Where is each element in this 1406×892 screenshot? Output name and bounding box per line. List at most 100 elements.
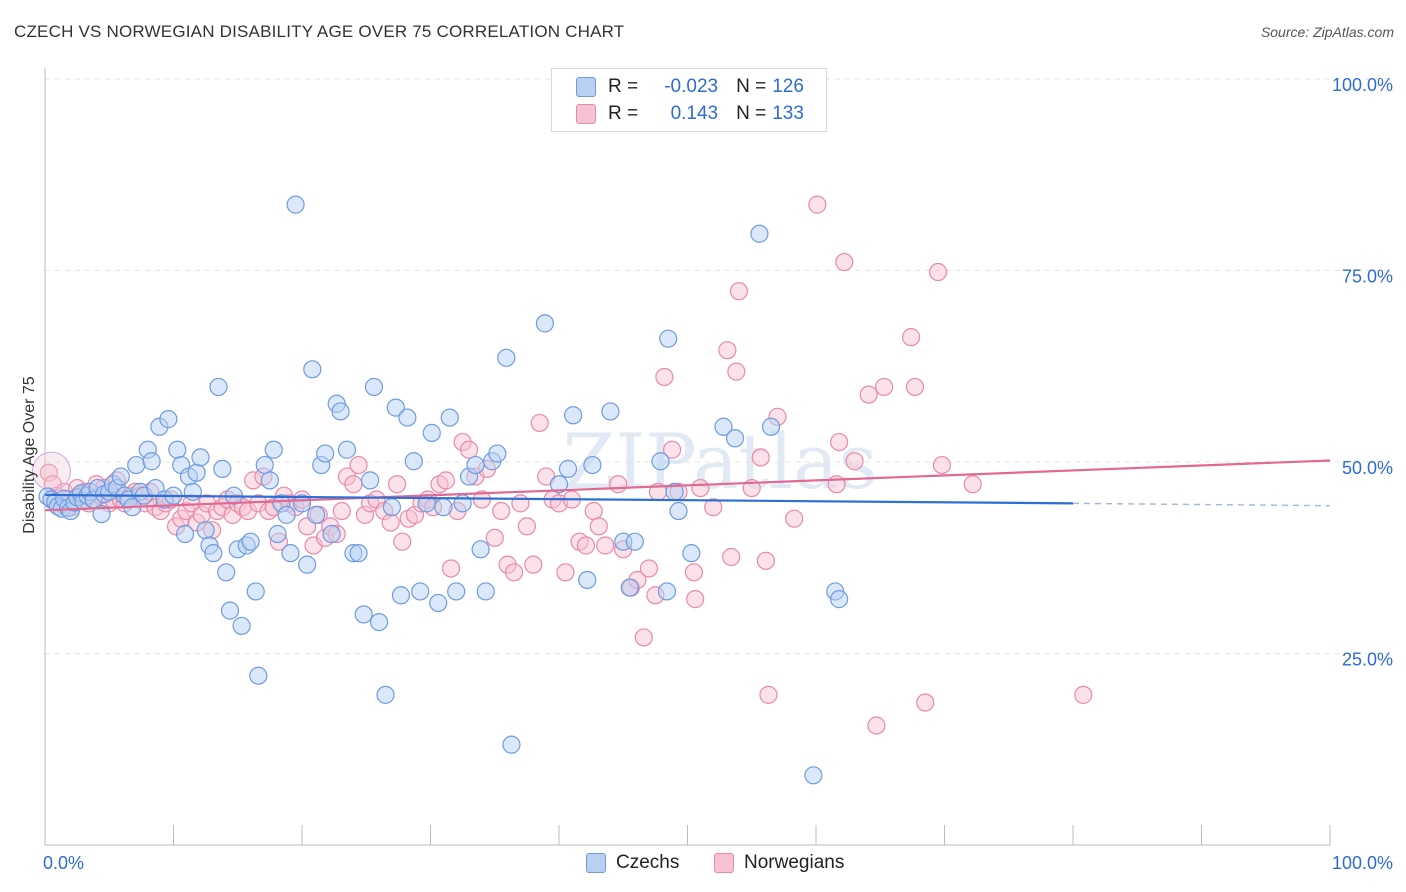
x-tick-label: 100.0% — [1332, 853, 1393, 873]
czechs-point — [168, 440, 187, 459]
czechs-swatch — [586, 853, 606, 873]
norwegians-point — [349, 455, 368, 475]
y-tick-label: 50.0% — [1342, 458, 1393, 478]
legend-label: Norwegians — [744, 852, 845, 873]
czechs-point — [217, 563, 236, 582]
czechs-point — [625, 532, 644, 551]
norwegians-point — [785, 509, 804, 528]
norwegians-point — [596, 536, 615, 555]
norwegians-point — [916, 693, 935, 712]
norwegians-point — [634, 628, 653, 647]
czechs-point — [187, 463, 206, 482]
norwegians-swatch — [714, 853, 734, 873]
czechs-point — [386, 398, 405, 417]
legend-label: Czechs — [616, 852, 680, 873]
czechs-point — [246, 582, 265, 601]
czechs-point — [447, 582, 466, 601]
czechs-point — [422, 423, 441, 442]
czechs-point — [159, 410, 178, 429]
legend-item-norwegians[interactable]: Norwegians — [714, 852, 844, 874]
norwegians-point — [381, 513, 400, 532]
norwegians-point — [905, 377, 925, 397]
r-value: 0.143 — [670, 103, 719, 124]
czechs-points — [38, 195, 849, 785]
series-legend: Czechs Norwegians — [0, 852, 1406, 878]
czechs-point — [337, 440, 357, 459]
legend-row-norwegians: R = 0.143 N = 133 — [576, 103, 804, 125]
czechs-point — [370, 612, 389, 632]
czechs-point — [331, 402, 350, 421]
norwegians-point — [751, 448, 770, 467]
czechs-point — [476, 582, 495, 601]
norwegians-point — [332, 501, 351, 521]
norwegians-point — [31, 451, 72, 491]
czechs-point — [175, 524, 195, 544]
czechs-point — [564, 406, 583, 425]
czechs-point — [682, 544, 701, 563]
norwegians-point — [845, 452, 864, 471]
norwegians-point — [511, 494, 530, 513]
czechs-point — [322, 524, 341, 544]
norwegians-point — [808, 195, 827, 214]
czechs-point — [761, 417, 781, 436]
czechs-point — [191, 448, 210, 467]
czechs-point — [750, 224, 769, 243]
y-tick-label: 25.0% — [1342, 650, 1393, 670]
czechs-point — [249, 666, 268, 685]
norwegians-point — [639, 559, 659, 578]
czechs-point — [497, 348, 516, 367]
norwegians-point — [727, 362, 746, 381]
czechs-point — [434, 498, 453, 517]
czechs-trend-line — [44, 493, 1074, 505]
czechs-point — [307, 505, 326, 524]
r-label: R = — [608, 76, 639, 97]
czechs-point — [204, 544, 223, 563]
czechs-point — [209, 377, 228, 397]
czechs-point — [714, 417, 733, 436]
czechs-point — [659, 329, 678, 348]
czechs-point — [391, 586, 411, 605]
czechs-point — [255, 455, 274, 475]
czechs-point — [830, 590, 849, 609]
norwegians-point — [875, 377, 894, 397]
tick-labels: 25.0% 50.0% 75.0% 100.0% 0.0% 100.0% — [43, 75, 1393, 873]
norwegians-point — [504, 563, 524, 582]
norwegians-point — [393, 532, 412, 551]
czechs-trend-extension — [1072, 502, 1331, 507]
czechs-point — [620, 578, 639, 597]
czechs-point — [601, 402, 620, 421]
czechs-point — [725, 429, 745, 448]
x-tick-label: 0.0% — [43, 853, 84, 873]
czechs-point — [502, 735, 521, 754]
norwegians-point — [576, 536, 596, 555]
czechs-point — [286, 195, 305, 214]
czechs-point — [404, 452, 423, 471]
chart-title: CZECH VS NORWEGIAN DISABILITY AGE OVER 7… — [14, 22, 625, 41]
norwegians-point — [387, 475, 407, 494]
norwegians-point — [932, 455, 952, 475]
norwegians-point — [756, 551, 775, 570]
legend-item-czechs[interactable]: Czechs — [586, 852, 679, 874]
norwegians-point — [928, 262, 948, 282]
source-credit: Source: ZipAtlas.com — [1260, 24, 1394, 40]
czechs-point — [196, 521, 215, 540]
czechs-point — [260, 471, 279, 490]
trend-lines — [44, 459, 1331, 512]
czechs-point — [549, 475, 569, 494]
grid-lines — [45, 78, 1392, 654]
norwegians-point — [684, 563, 704, 582]
czechs-point — [241, 532, 260, 551]
czechs-point — [213, 459, 232, 478]
czechs-point — [303, 360, 322, 379]
norwegians-point — [901, 328, 921, 347]
norwegians-point — [718, 341, 737, 360]
czechs-point — [411, 582, 430, 601]
czechs-swatch — [576, 77, 596, 97]
norwegians-point — [655, 367, 674, 387]
czechs-point — [127, 455, 146, 475]
norwegians-point — [584, 501, 603, 521]
czechs-point — [578, 570, 597, 590]
norwegians-point — [859, 385, 878, 404]
y-tick-label: 75.0% — [1342, 267, 1393, 287]
y-axis-label: Disability Age Over 75 — [21, 376, 38, 534]
